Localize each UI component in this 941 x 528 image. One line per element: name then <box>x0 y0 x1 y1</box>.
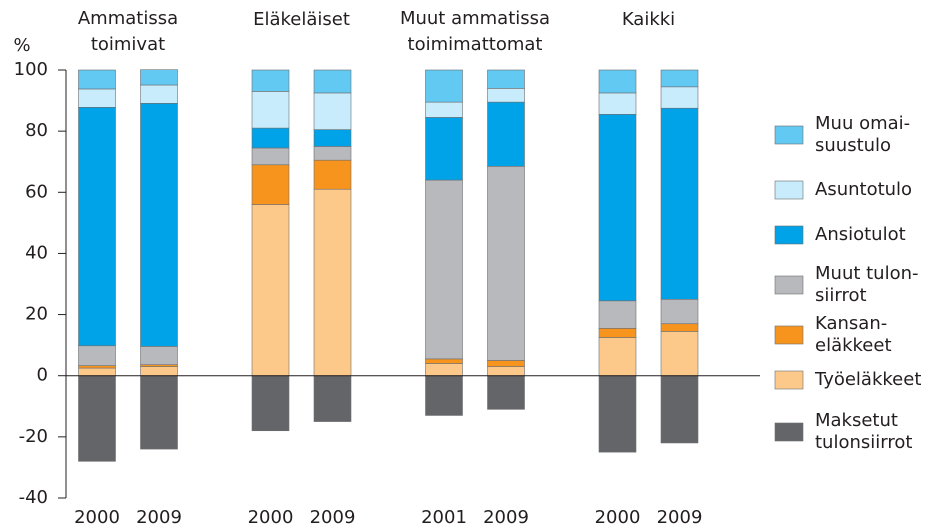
legend-swatch <box>774 325 804 345</box>
bar-segment <box>425 69 463 103</box>
x-tick-label: 2001 <box>421 507 467 528</box>
legend-swatch <box>774 275 804 295</box>
bar-segment <box>251 69 290 92</box>
bar-segment <box>313 129 352 147</box>
bar-segment <box>598 92 637 115</box>
bar-segment <box>660 331 699 377</box>
bar-segment <box>251 204 290 377</box>
bar-segment <box>598 300 637 329</box>
bar-segment <box>251 91 290 129</box>
bar-segment <box>313 69 352 94</box>
bar-segment <box>660 86 699 109</box>
bar-segment <box>313 159 352 190</box>
bar-segment <box>313 146 352 161</box>
y-tick-label: -40 <box>19 487 48 508</box>
y-tick-label: 0 <box>37 365 48 386</box>
bar-segment <box>660 375 699 444</box>
y-tick-label: 40 <box>25 242 48 263</box>
legend-swatch <box>774 370 804 390</box>
x-tick-label: 2000 <box>74 507 120 528</box>
legend-swatch <box>774 225 804 245</box>
y-tick-label: -20 <box>19 426 48 447</box>
bar-segment <box>140 375 178 450</box>
legend-swatch <box>774 180 804 200</box>
bar-segment <box>251 127 290 149</box>
x-tick-label: 2009 <box>310 507 356 528</box>
bar-segment <box>425 179 463 360</box>
legend-label: Työeläkkeet <box>814 369 921 390</box>
bar-segment <box>78 367 116 377</box>
legend-label: Kansan-eläkkeet <box>815 313 892 356</box>
bar-segment <box>660 107 699 300</box>
bar-segment <box>598 337 637 377</box>
group-label: Muut ammatissa toimimattomat <box>400 8 550 55</box>
bar-segment <box>487 375 525 410</box>
bar-segment <box>78 345 116 366</box>
bar-segment <box>660 69 699 88</box>
bar-segment <box>78 365 116 369</box>
bar-segment <box>140 346 178 366</box>
group-label: Kaikki <box>622 9 675 30</box>
bar-segment <box>251 164 290 205</box>
x-tick-label: 2000 <box>248 507 294 528</box>
bar-segment <box>487 88 525 103</box>
bar-segment <box>313 188 352 377</box>
bar-segment <box>487 360 525 367</box>
bar-segment <box>598 375 637 453</box>
bar-segment <box>78 375 116 462</box>
bar-segment <box>251 147 290 166</box>
bar-segment <box>251 375 290 432</box>
bar-segment <box>425 375 463 416</box>
y-axis-label: % <box>13 35 30 56</box>
bar-segment <box>598 69 637 94</box>
legend-label: Muu omai-suustulo <box>815 113 910 156</box>
legend-label: Maksetut tulonsiirrot <box>815 410 912 453</box>
bar-segment <box>78 106 116 347</box>
bar-segment <box>78 69 116 90</box>
group-label: Ammatissa toimivat <box>78 8 178 55</box>
y-tick-label: 80 <box>25 120 48 141</box>
bar-segment <box>660 323 699 332</box>
y-tick-label: 20 <box>25 304 48 325</box>
bar-segment <box>140 84 178 104</box>
legend-swatch <box>774 422 804 442</box>
group-label: Eläkeläiset <box>253 9 350 30</box>
bar-segment <box>313 375 352 422</box>
bar-segment <box>313 92 352 130</box>
bar-segment <box>487 166 525 361</box>
y-tick-label: 100 <box>14 59 48 80</box>
y-tick-label: 60 <box>25 181 48 202</box>
legend-label: Ansiotulot <box>815 224 906 245</box>
bar-segment <box>487 101 525 167</box>
x-tick-label: 2000 <box>595 507 641 528</box>
bar-segment <box>78 88 116 108</box>
legend-label: Asuntotulo <box>815 179 912 200</box>
bar-segment <box>487 366 525 377</box>
bar-segment <box>425 363 463 377</box>
legend-label: Muut tulon-siirrot <box>815 263 919 306</box>
bar-segment <box>140 103 178 347</box>
bar-segment <box>425 101 463 118</box>
x-tick-label: 2009 <box>483 507 529 528</box>
bar-segment <box>660 298 699 325</box>
bar-segment <box>140 69 178 86</box>
bar-segment <box>598 114 637 302</box>
bar-segment <box>425 117 463 181</box>
x-tick-label: 2009 <box>657 507 703 528</box>
legend-swatch <box>774 125 804 145</box>
bar-segment <box>598 328 637 338</box>
x-tick-label: 2009 <box>136 507 182 528</box>
bar-segment <box>140 366 178 377</box>
bar-segment <box>487 69 525 89</box>
bar-segment <box>425 358 463 364</box>
